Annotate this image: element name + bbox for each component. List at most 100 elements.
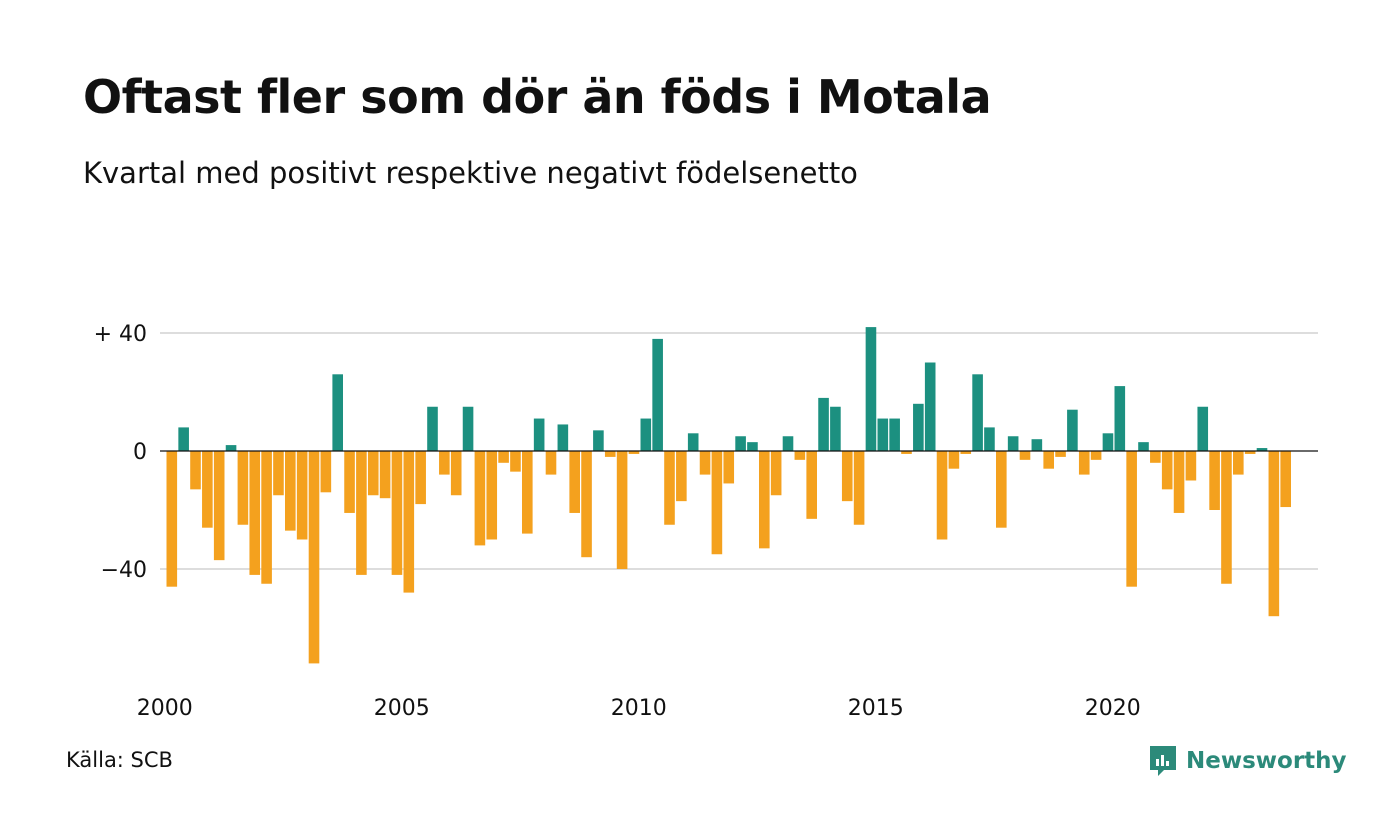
- bar-negative: [296, 451, 308, 540]
- x-tick-label: 2000: [137, 696, 193, 721]
- newsworthy-logo-icon: [1150, 746, 1176, 776]
- bar-negative: [1090, 451, 1102, 460]
- y-tick-label: −40: [101, 558, 147, 583]
- bar-positive: [640, 418, 652, 451]
- bar-negative: [770, 451, 782, 496]
- bar-negative: [1209, 451, 1220, 510]
- bar-positive: [1114, 386, 1126, 451]
- bar-negative: [356, 451, 367, 575]
- bar-negative: [367, 451, 379, 496]
- bar-negative: [249, 451, 261, 575]
- axes: + 40 0 −40 2000 2005 2010 2015 2020: [94, 322, 1318, 721]
- bar-positive: [1007, 436, 1019, 451]
- bar-negative: [522, 451, 533, 534]
- bar-negative: [628, 451, 640, 454]
- bar-positive: [924, 362, 936, 451]
- bar-positive: [687, 433, 699, 451]
- bar-negative: [1173, 451, 1185, 513]
- bar-negative: [415, 451, 426, 505]
- bar-positive: [652, 338, 663, 451]
- bar-negative: [1268, 451, 1280, 617]
- bar-positive: [984, 427, 995, 451]
- bar-negative: [190, 451, 201, 490]
- bar-negative: [936, 451, 948, 540]
- bar-negative: [486, 451, 498, 540]
- bar-negative: [711, 451, 723, 555]
- bar-negative: [569, 451, 580, 513]
- bar-negative: [901, 451, 912, 454]
- bar-negative: [498, 451, 509, 463]
- y-tick-label: 0: [133, 440, 147, 465]
- bar-negative: [1185, 451, 1197, 481]
- bar-negative: [1078, 451, 1090, 475]
- bar-positive: [889, 418, 900, 451]
- bar-negative: [806, 451, 817, 519]
- bar-negative: [1055, 451, 1066, 457]
- bar-negative: [604, 451, 616, 457]
- bar-negative: [794, 451, 806, 460]
- x-tick-label: 2015: [848, 696, 904, 721]
- bar-negative: [1126, 451, 1137, 587]
- bar-negative: [379, 451, 391, 499]
- bar-positive: [782, 436, 794, 451]
- bar-negative: [723, 451, 735, 484]
- bar-negative: [391, 451, 403, 575]
- bar-negative: [1280, 451, 1291, 508]
- bar-positive: [818, 397, 829, 451]
- bar-positive: [1197, 406, 1209, 451]
- bar-positive: [1067, 409, 1078, 451]
- bar-negative: [841, 451, 853, 502]
- bar-negative: [213, 451, 225, 561]
- bar-positive: [913, 403, 924, 451]
- bar-positive: [747, 442, 758, 451]
- bar-positive: [865, 327, 877, 451]
- bar-negative: [273, 451, 284, 496]
- bar-negative: [853, 451, 865, 525]
- bar-positive: [593, 430, 604, 451]
- bar-negative: [960, 451, 972, 454]
- brand-logo: Newsworthy: [1148, 744, 1347, 778]
- brand-name: Newsworthy: [1186, 748, 1347, 774]
- bar-negative: [1161, 451, 1173, 490]
- x-tick-label: 2005: [374, 696, 430, 721]
- bar-negative: [545, 451, 557, 475]
- bar-positive: [1138, 442, 1149, 451]
- bar-positive: [1256, 448, 1268, 451]
- chart-title: Oftast fler som dör än föds i Motala: [83, 70, 992, 124]
- bar-positive: [332, 374, 343, 451]
- bar-negative: [237, 451, 249, 525]
- bar-negative: [285, 451, 296, 531]
- bar-negative: [474, 451, 486, 546]
- bar-negative: [344, 451, 355, 513]
- bar-negative: [759, 451, 770, 549]
- bar-positive: [830, 406, 841, 451]
- bar-positive: [735, 436, 746, 451]
- bar-negative: [510, 451, 521, 472]
- chart-subtitle: Kvartal med positivt respektive negativt…: [83, 156, 858, 190]
- bar-negative: [202, 451, 213, 528]
- bar-negative: [664, 451, 675, 525]
- bar-negative: [948, 451, 960, 469]
- bar-negative: [1019, 451, 1031, 460]
- bar-negative: [439, 451, 450, 475]
- bar-negative: [308, 451, 320, 664]
- bar-positive: [533, 418, 545, 451]
- bar-positive: [1102, 433, 1114, 451]
- bar-positive: [178, 427, 189, 451]
- bar-negative: [676, 451, 687, 502]
- bar-negative: [1221, 451, 1232, 584]
- bar-negative: [166, 451, 178, 587]
- bar-negative: [320, 451, 332, 493]
- bar-positive: [1031, 439, 1043, 451]
- bar-negative: [616, 451, 628, 569]
- bar-negative: [1150, 451, 1161, 463]
- bar-positive: [225, 445, 237, 451]
- bar-positive: [972, 374, 983, 451]
- bar-negative: [699, 451, 711, 475]
- bar-positive: [427, 406, 438, 451]
- bar-negative: [1043, 451, 1054, 469]
- bar-negative: [996, 451, 1007, 528]
- bar-positive: [877, 418, 889, 451]
- bar-negative: [1244, 451, 1256, 454]
